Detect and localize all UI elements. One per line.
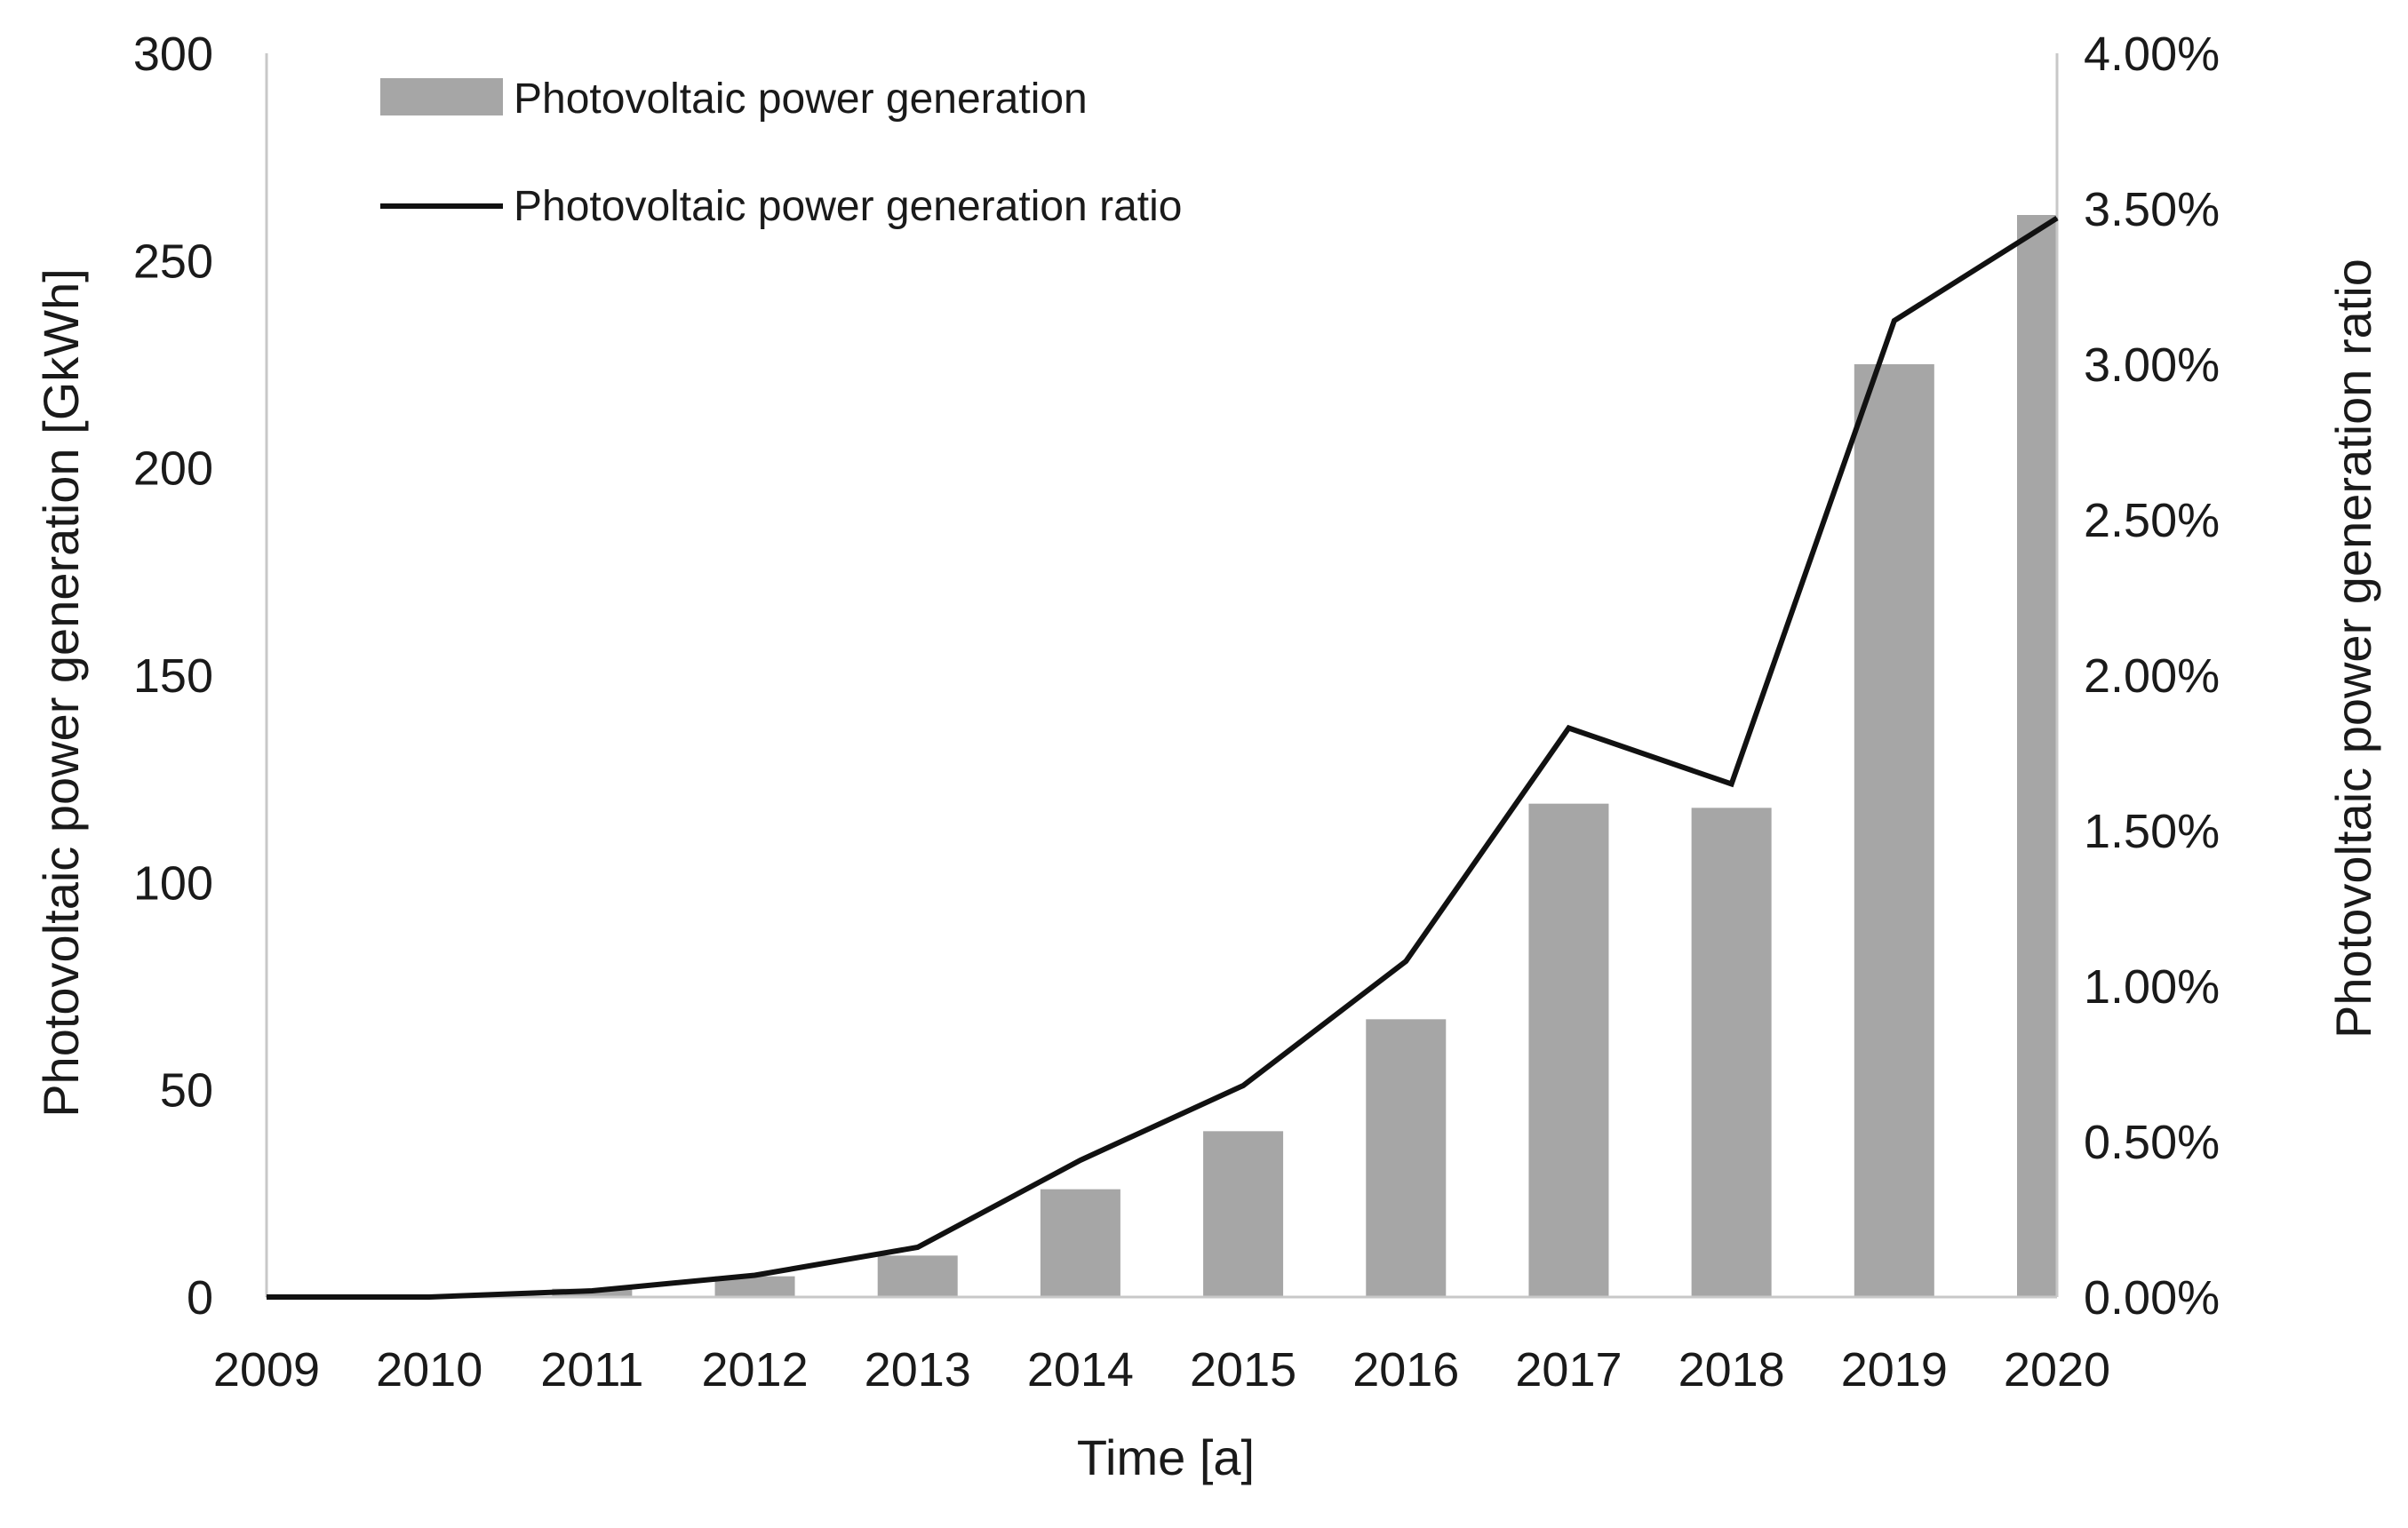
- y-tick-label: 150: [133, 649, 213, 703]
- legend-bar-label: Photovoltaic power generation: [514, 76, 1088, 123]
- y2-tick-label: 2.50%: [2084, 494, 2220, 547]
- bar-2014: [1040, 1189, 1120, 1297]
- y2-axis-title: Photovoltaic power generation ratio: [2325, 259, 2381, 1039]
- bar-2013: [877, 1255, 958, 1297]
- legend-bar-swatch: [380, 78, 503, 115]
- x-tick-label-2009: 2009: [213, 1343, 320, 1397]
- x-tick-label-2013: 2013: [865, 1343, 971, 1397]
- x-tick-label-2019: 2019: [1841, 1343, 1948, 1397]
- y2-tick-label: 2.00%: [2084, 649, 2220, 703]
- ratio-point-2016: [1405, 960, 1407, 962]
- ratio-point-2013: [917, 1246, 919, 1248]
- y2-tick-label: 3.00%: [2084, 338, 2220, 392]
- y-tick-label: 200: [133, 442, 213, 496]
- x-tick-label-2018: 2018: [1678, 1343, 1785, 1397]
- y-tick-label: 100: [133, 856, 213, 910]
- x-tick-label-2015: 2015: [1190, 1343, 1296, 1397]
- y-tick-label: 300: [133, 28, 213, 81]
- y2-tick-label: 1.00%: [2084, 960, 2220, 1014]
- bar-2015: [1203, 1131, 1284, 1297]
- axes-group: [265, 53, 2059, 1299]
- bar-2016: [1366, 1019, 1447, 1297]
- legend: Photovoltaic power generation Photovolta…: [380, 76, 1182, 230]
- x-tick-label-2011: 2011: [540, 1343, 643, 1397]
- bars-group: [389, 215, 2057, 1297]
- y2-tick-label: 3.50%: [2084, 183, 2220, 236]
- bar-2017: [1528, 803, 1609, 1297]
- x-tick-label-2014: 2014: [1027, 1343, 1134, 1397]
- bar-2012: [714, 1276, 795, 1297]
- x-tick-label-2020: 2020: [2004, 1343, 2110, 1397]
- y-tick-label: 50: [160, 1064, 213, 1118]
- bar-2018: [1691, 808, 1772, 1297]
- legend-line-label: Photovoltaic power generation ratio: [514, 183, 1182, 230]
- ratio-point-2012: [754, 1275, 756, 1276]
- bar-2020: [2017, 215, 2057, 1297]
- tick-labels-group: 0 50 100 150 200 250 300 0.00% 0.50% 1.00% 1.50% 2.…: [133, 28, 2220, 1397]
- y2-tick-label: 1.50%: [2084, 805, 2220, 858]
- x-tick-label-2010: 2010: [376, 1343, 482, 1397]
- ratio-line: [267, 215, 2059, 1300]
- ratio-line-group: [266, 215, 2059, 1300]
- bar-2019: [1854, 364, 1934, 1297]
- y-tick-label: 0: [187, 1271, 213, 1325]
- y2-tick-label: 0.50%: [2084, 1116, 2220, 1169]
- y-axis-title: Photovoltaic power generation [GkWh]: [33, 268, 89, 1118]
- x-tick-label-2016: 2016: [1352, 1343, 1459, 1397]
- y2-tick-label: 4.00%: [2084, 28, 2220, 81]
- x-tick-label-2012: 2012: [701, 1343, 808, 1397]
- y-tick-label: 250: [133, 235, 213, 288]
- ratio-point-2011: [591, 1290, 593, 1292]
- ratio-point-2010: [428, 1296, 430, 1298]
- x-axis-title: Time [a]: [1077, 1429, 1255, 1485]
- y2-tick-label: 0.00%: [2084, 1271, 2220, 1325]
- ratio-point-2020: [2056, 218, 2058, 219]
- x-tick-label-2017: 2017: [1515, 1343, 1622, 1397]
